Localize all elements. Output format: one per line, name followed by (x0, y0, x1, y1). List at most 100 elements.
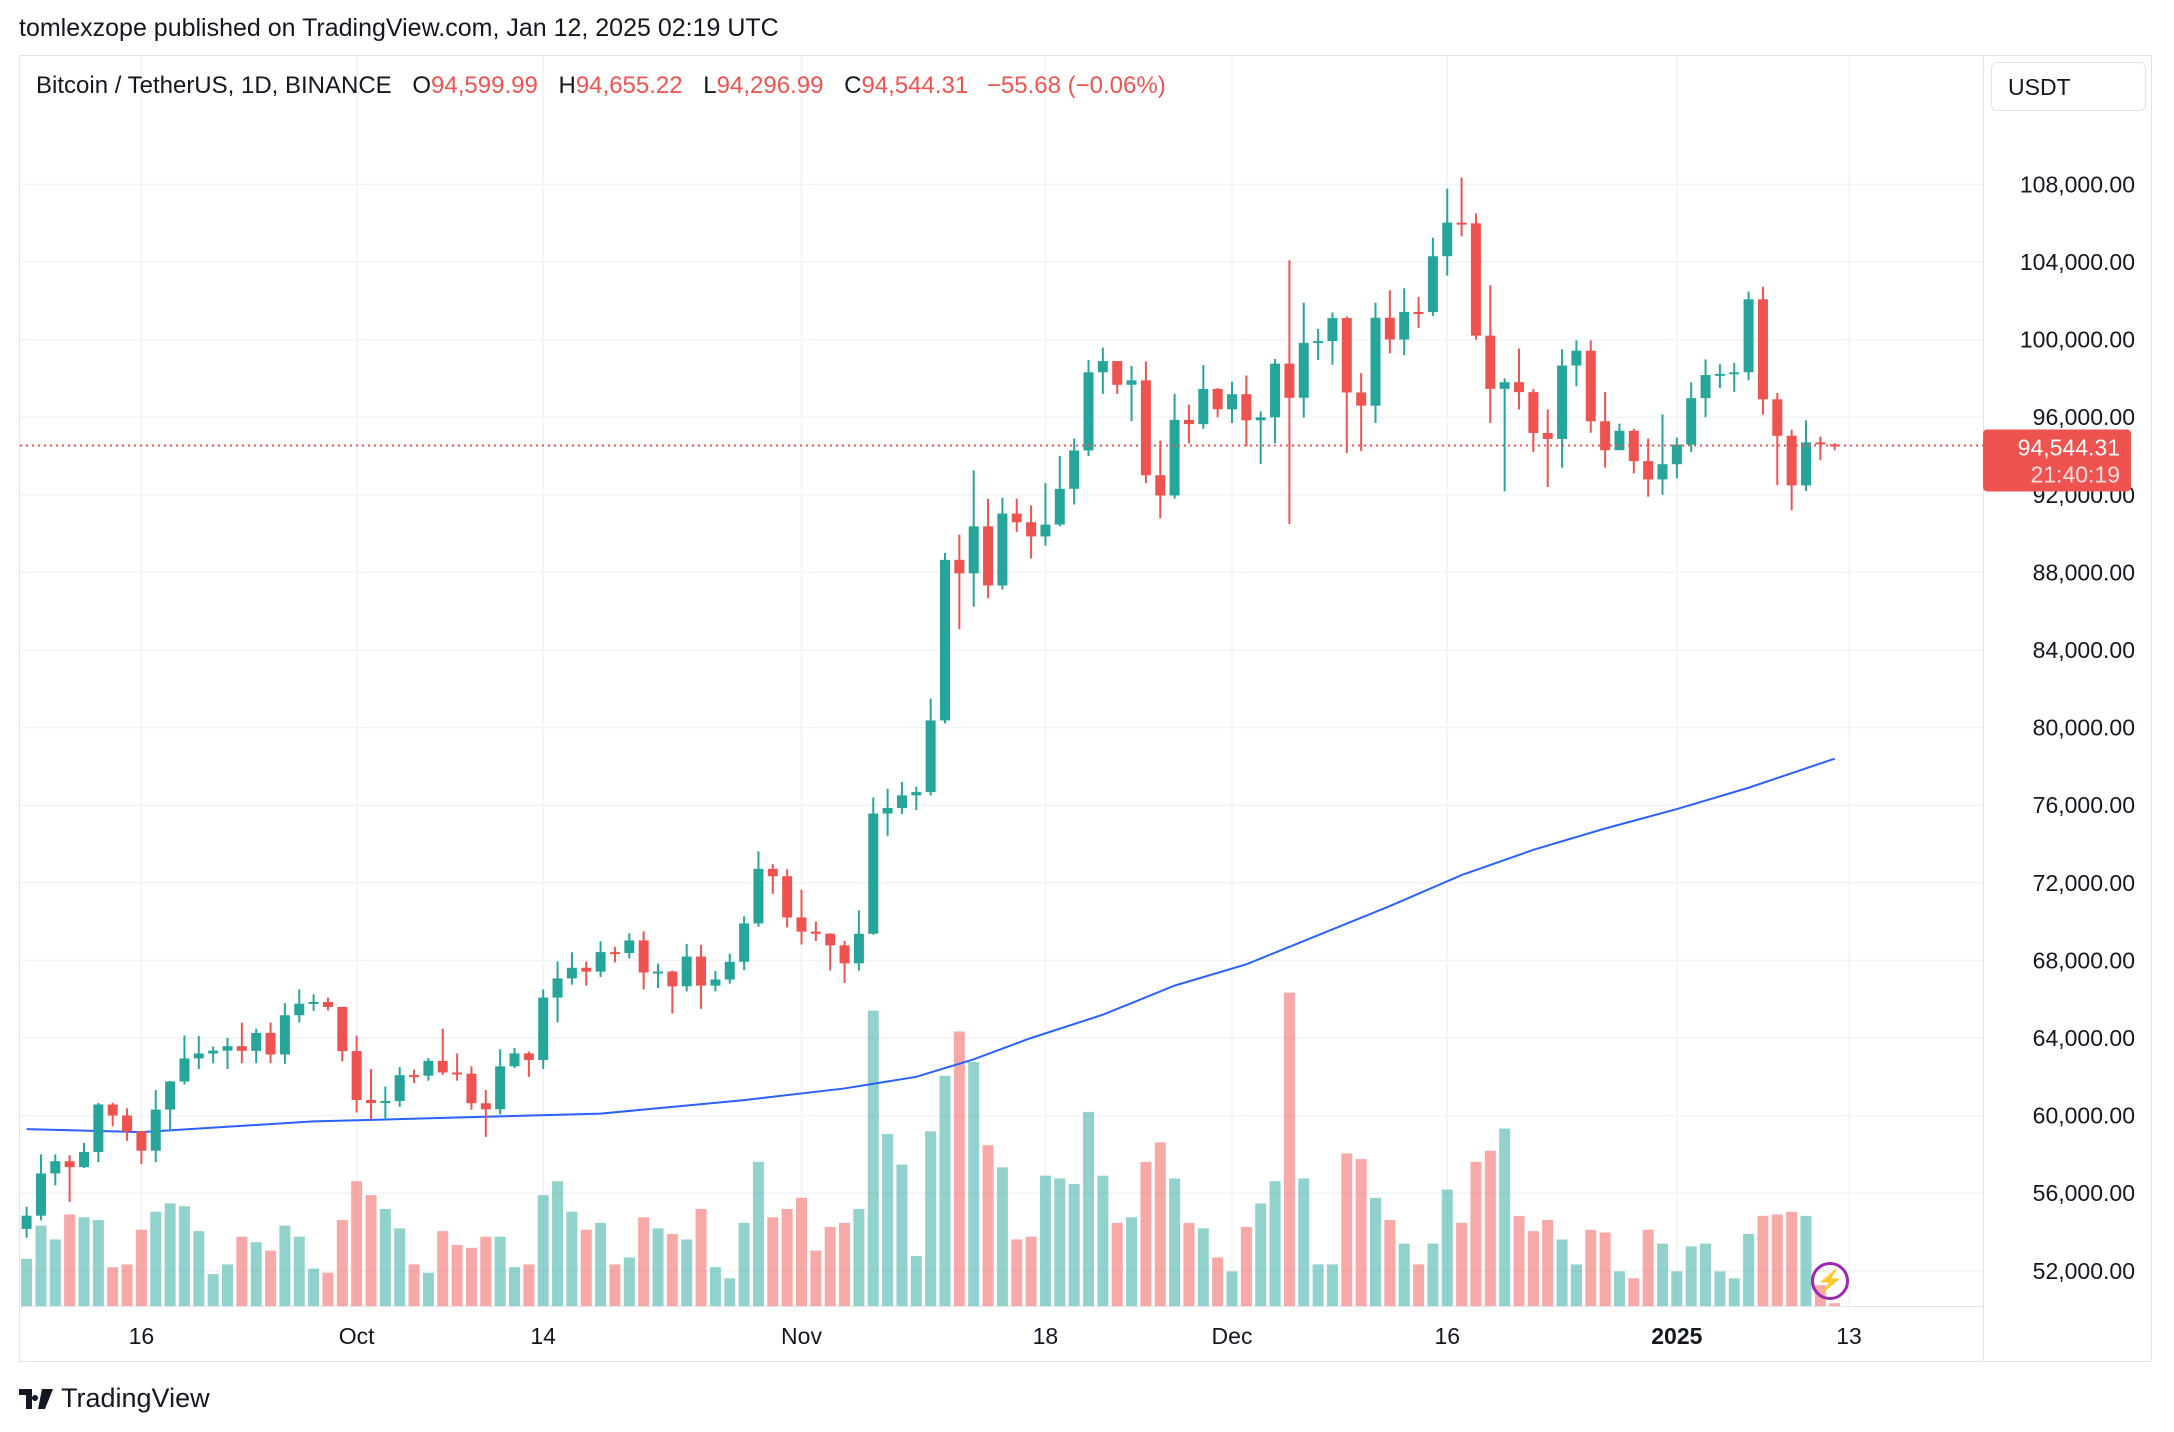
candle (782, 869, 793, 928)
candle-body (150, 1109, 161, 1151)
candle-body (265, 1032, 276, 1055)
candle (882, 788, 893, 836)
volume-bar (523, 1264, 535, 1306)
candle (1442, 188, 1453, 276)
candle (638, 931, 649, 990)
candle-body (839, 945, 850, 964)
candle-body (1528, 392, 1539, 433)
candle-body (136, 1131, 147, 1151)
volume-bar (437, 1231, 449, 1306)
candle (868, 797, 879, 935)
candle (1183, 404, 1194, 444)
volume-bar (121, 1264, 133, 1306)
candle-body (79, 1151, 89, 1168)
volume-bar (293, 1236, 305, 1306)
volume-bar (781, 1208, 793, 1306)
volume-bar (1585, 1229, 1597, 1306)
volume-bar (250, 1242, 262, 1306)
candle-body (1198, 388, 1209, 425)
candle (1815, 436, 1826, 460)
candle (767, 864, 778, 894)
candle-body (581, 967, 592, 972)
volume-bar (150, 1211, 162, 1306)
candle-body (1227, 394, 1237, 410)
candle (1298, 302, 1309, 418)
candle-body (696, 956, 707, 986)
low-label: L (703, 72, 717, 99)
candle (997, 497, 1008, 590)
volume-bar (896, 1164, 908, 1306)
candle (853, 910, 864, 971)
volume-bar (1212, 1257, 1224, 1306)
volume-bar (1341, 1153, 1353, 1306)
candle (1772, 392, 1783, 486)
time-tick-label: 13 (1836, 1323, 1862, 1349)
volume-bar (207, 1274, 219, 1306)
price-tick-label: 64,000.00 (2033, 1025, 2135, 1051)
candle (1284, 260, 1295, 524)
volume-bar (1140, 1161, 1152, 1306)
candle (165, 1080, 176, 1132)
candle (122, 1108, 133, 1141)
candle (466, 1066, 477, 1110)
candle-body (509, 1053, 520, 1067)
price-tick-label: 60,000.00 (2033, 1103, 2135, 1129)
volume-bar (1240, 1226, 1252, 1306)
candle-body (997, 513, 1008, 586)
candle (265, 1022, 276, 1064)
candle (107, 1102, 118, 1127)
candle-body (954, 559, 965, 574)
volume-bar (1413, 1264, 1425, 1306)
volume-bar (1312, 1264, 1324, 1306)
time-tick-label: 18 (1033, 1323, 1059, 1349)
volume-bar (1786, 1211, 1798, 1306)
volume-bar (752, 1161, 764, 1306)
candle-body (538, 997, 549, 1060)
candle (279, 1003, 290, 1064)
candle-body (1729, 372, 1740, 375)
currency-button[interactable]: USDT (1991, 62, 2146, 111)
volume-bar (1025, 1236, 1037, 1306)
candle-body (351, 1051, 362, 1100)
volume-bar (1800, 1215, 1812, 1306)
candle-body (724, 961, 735, 980)
candle (351, 1035, 362, 1113)
candle-body (882, 807, 893, 814)
volume-bar (135, 1229, 147, 1306)
volume-bar (21, 1258, 33, 1306)
candle-body (1427, 256, 1438, 313)
candle-body (853, 933, 864, 964)
candle (1313, 328, 1324, 360)
candle (480, 1089, 491, 1137)
candle-body (279, 1015, 290, 1055)
volume-bar (982, 1145, 994, 1306)
candle (509, 1048, 520, 1069)
candle-body (93, 1104, 104, 1152)
time-tick-label: 16 (1434, 1323, 1460, 1349)
candle-body (322, 1001, 333, 1007)
lightning-icon[interactable]: ⚡ (1811, 1262, 1849, 1300)
candle-body (1456, 222, 1467, 225)
candle-body (165, 1081, 176, 1110)
volume-bar (1671, 1271, 1683, 1306)
candle (739, 916, 750, 971)
volume-bar (810, 1250, 822, 1306)
price-tick-label: 100,000.00 (2020, 327, 2135, 353)
volume-bar (853, 1208, 865, 1306)
candle (322, 997, 333, 1011)
candle (1069, 438, 1080, 505)
candle (409, 1069, 420, 1084)
candle (380, 1086, 391, 1120)
volume-bar (1169, 1178, 1181, 1306)
tradingview-logo-icon (19, 1388, 53, 1409)
candle (1054, 456, 1065, 527)
price-tick-label: 72,000.00 (2033, 870, 2135, 896)
candle (1700, 359, 1711, 418)
symbol-title[interactable]: Bitcoin / TetherUS, 1D, BINANCE (36, 72, 392, 99)
high-label: H (558, 72, 576, 99)
candle (193, 1036, 204, 1070)
candle-body (452, 1072, 463, 1075)
candle-body (1499, 382, 1510, 389)
volume-bar (1255, 1203, 1267, 1306)
